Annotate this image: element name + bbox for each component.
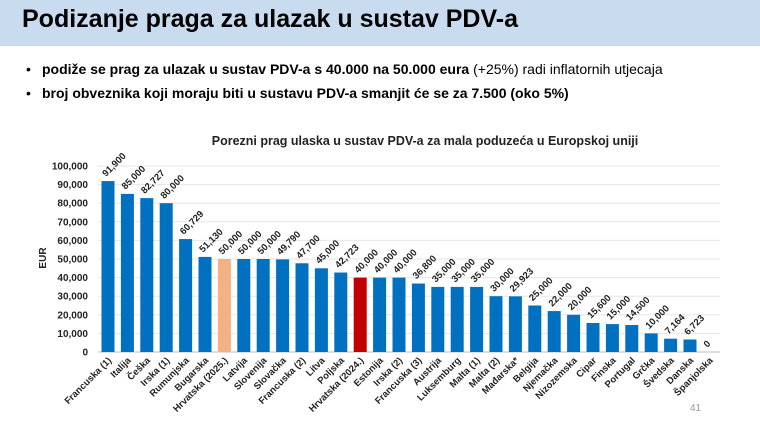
bar bbox=[392, 277, 406, 352]
page-number: 41 bbox=[690, 403, 702, 414]
y-axis-label: EUR bbox=[38, 247, 49, 269]
bar bbox=[198, 256, 212, 352]
bar bbox=[237, 259, 251, 352]
y-tick-label: 100,000 bbox=[52, 162, 89, 173]
bar bbox=[508, 296, 522, 352]
y-tick-label: 0 bbox=[82, 348, 88, 359]
slide-title: Podizanje praga za ulazak u sustav PDV-a bbox=[22, 5, 519, 33]
y-tick-label: 90,000 bbox=[57, 180, 88, 191]
bullet-bold-text: broj obveznika koji moraju biti u sustav… bbox=[42, 85, 569, 101]
y-tick-label: 50,000 bbox=[57, 255, 88, 266]
data-label: 60,729 bbox=[178, 209, 206, 237]
bar bbox=[256, 259, 270, 352]
bar bbox=[528, 305, 542, 352]
bullet-list: • podiže se prag za ulazak u sustav PDV-a… bbox=[26, 58, 663, 106]
bar bbox=[159, 203, 173, 352]
bar bbox=[276, 259, 290, 352]
bar bbox=[217, 259, 231, 352]
y-tick-label: 10,000 bbox=[57, 329, 88, 340]
bar bbox=[664, 338, 678, 352]
title-bar: Podizanje praga za ulazak u sustav PDV-a bbox=[0, 0, 760, 46]
y-tick-label: 20,000 bbox=[57, 310, 88, 321]
bullet-item: • podiže se prag za ulazak u sustav PDV-a… bbox=[26, 61, 663, 77]
bar bbox=[120, 193, 134, 352]
bullet-item: • broj obveznika koji moraju biti u susta… bbox=[26, 85, 569, 101]
bar bbox=[295, 263, 309, 352]
y-tick-label: 80,000 bbox=[57, 199, 88, 210]
bar bbox=[625, 325, 639, 352]
bar bbox=[334, 272, 348, 352]
bar bbox=[605, 324, 619, 352]
bar bbox=[547, 311, 561, 352]
data-label: 91,900 bbox=[100, 151, 128, 179]
bullet-text: (+25%) radi inflatornih utjecaja bbox=[469, 61, 663, 77]
bar bbox=[470, 286, 484, 352]
bar bbox=[489, 296, 503, 352]
data-label: 6,723 bbox=[682, 313, 707, 338]
y-tick-label: 40,000 bbox=[57, 273, 88, 284]
chart-title: Porezni prag ulaska u sustav PDV-a za ma… bbox=[212, 134, 639, 148]
bullet-bold-text: podiže se prag za ulazak u sustav PDV-a … bbox=[42, 61, 470, 77]
bar bbox=[644, 333, 658, 352]
bar bbox=[373, 277, 387, 352]
y-tick-label: 60,000 bbox=[57, 236, 88, 247]
bar bbox=[140, 198, 154, 352]
x-tick-label: Francuska (1) bbox=[63, 355, 114, 406]
y-tick-label: 30,000 bbox=[57, 292, 88, 303]
y-tick-label: 70,000 bbox=[57, 217, 88, 228]
bar bbox=[179, 239, 193, 352]
bar bbox=[683, 339, 697, 352]
data-label: 0 bbox=[702, 339, 714, 351]
bar bbox=[101, 181, 115, 352]
bar bbox=[431, 286, 445, 352]
bar bbox=[314, 268, 328, 352]
bar bbox=[353, 277, 367, 352]
bar bbox=[411, 283, 425, 352]
bar bbox=[586, 322, 600, 352]
bar bbox=[450, 286, 464, 352]
bar bbox=[567, 314, 581, 352]
